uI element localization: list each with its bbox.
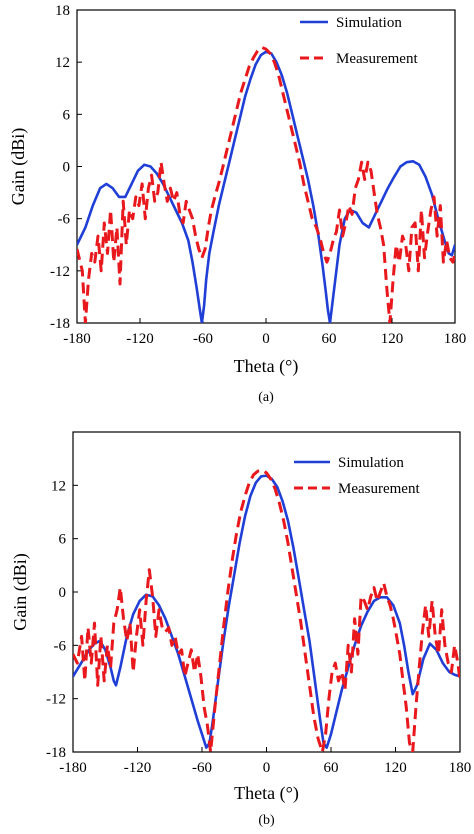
x-tick-label: -180	[63, 331, 91, 347]
x-tick-label: 0	[263, 760, 271, 776]
y-tick-label: -12	[46, 692, 66, 708]
y-axis-label: Gain (dBi)	[8, 128, 29, 205]
x-tick-label: 120	[381, 331, 404, 347]
chart-panel-0: -180 -120 -60 0 60 120 180-18-12-6061218Theta …	[8, 3, 466, 405]
series-group	[77, 45, 455, 323]
x-tick-label: 120	[384, 760, 407, 776]
x-tick-label: 180	[449, 760, 472, 776]
legend-label-measurement: Measurement	[338, 481, 420, 497]
panel-label: (a)	[258, 390, 274, 405]
y-tick-label: 6	[63, 107, 71, 123]
legend: Simulation Measurement	[294, 455, 420, 497]
y-tick-label: -18	[46, 745, 66, 761]
x-tick-label: 0	[262, 331, 270, 347]
x-tick-label: -180	[59, 760, 87, 776]
y-tick-label: 18	[55, 3, 70, 19]
y-tick-label: -12	[50, 264, 70, 280]
x-tick-label: -120	[124, 760, 152, 776]
y-tick-label: -6	[54, 638, 67, 654]
y-tick-label: 6	[59, 532, 67, 548]
series-line-measurement	[77, 45, 455, 323]
x-tick-label: -60	[192, 760, 212, 776]
y-tick-label: 12	[51, 478, 66, 494]
y-tick-label: 0	[63, 160, 71, 176]
y-axis-label: Gain (dBi)	[10, 553, 31, 630]
y-tick-label: 0	[59, 585, 67, 601]
y-tick-label: -18	[50, 316, 70, 332]
x-tick-label: 180	[444, 331, 467, 347]
panel-label: (b)	[258, 813, 275, 828]
x-axis-label: Theta (°)	[234, 783, 299, 804]
y-tick-label: 12	[55, 55, 70, 71]
legend-label-measurement: Measurement	[336, 51, 418, 67]
x-axis-label: Theta (°)	[234, 356, 299, 377]
series-line-simulation	[73, 474, 460, 749]
x-tick-label: 60	[324, 760, 339, 776]
y-tick-label: -6	[58, 212, 71, 228]
x-tick-label: -60	[193, 331, 213, 347]
series-group	[73, 468, 460, 752]
legend-label-simulation: Simulation	[338, 455, 404, 471]
series-line-measurement	[73, 468, 460, 752]
plot-frame	[72, 431, 461, 753]
x-tick-label: -120	[126, 331, 154, 347]
legend-label-simulation: Simulation	[336, 15, 402, 31]
series-line-simulation	[77, 50, 455, 323]
x-tick-label: 60	[322, 331, 337, 347]
legend: Simulation Measurement	[300, 15, 418, 67]
